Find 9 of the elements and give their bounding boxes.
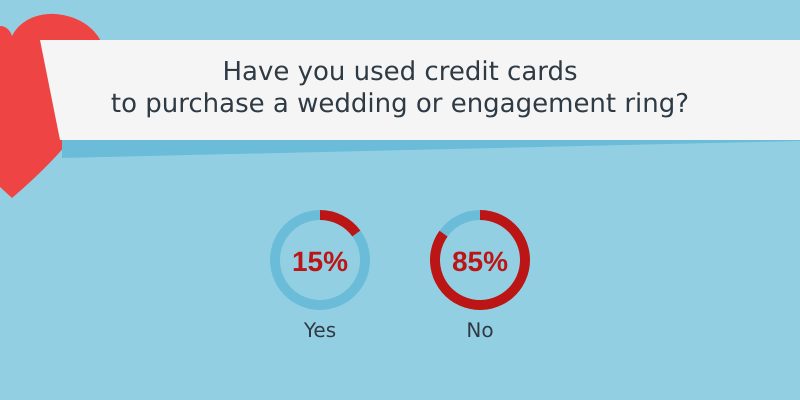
- donut-slice: [440, 210, 480, 236]
- donut-slice: [430, 210, 530, 310]
- text: No: [466, 318, 494, 342]
- text: 15%: [292, 246, 348, 277]
- donut-slice: [270, 210, 370, 310]
- text: 85%: [452, 246, 508, 277]
- text: Yes: [302, 318, 336, 342]
- text: Have you used credit cards to purchase a wedding or engagement ring?: [110, 57, 690, 119]
- donut-slice: [320, 210, 360, 236]
